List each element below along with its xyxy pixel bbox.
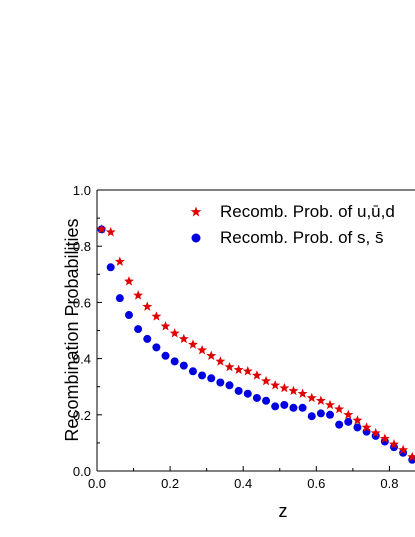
point-circle — [124, 311, 133, 320]
point-star — [352, 415, 363, 425]
point-star — [197, 344, 208, 355]
y-tick-label: 0.0 — [73, 464, 91, 479]
point-circle — [179, 361, 188, 370]
y-tick-label: 0.6 — [73, 295, 91, 310]
point-circle — [143, 334, 152, 343]
point-star — [133, 290, 144, 300]
point-star — [361, 422, 372, 432]
point-star — [334, 403, 345, 414]
point-star — [398, 444, 409, 455]
point-circle — [271, 402, 280, 411]
point-circle — [225, 381, 234, 390]
legend-circle-marker — [191, 233, 201, 243]
x-tick-label: 0.2 — [161, 476, 179, 491]
point-star — [343, 409, 354, 420]
point-star — [151, 311, 162, 321]
y-tick-label: 0.4 — [73, 352, 91, 367]
point-star — [224, 361, 235, 372]
point-star — [142, 301, 153, 311]
point-circle — [243, 389, 252, 398]
point-circle — [115, 294, 124, 303]
point-star — [206, 350, 217, 360]
point-star — [188, 339, 198, 349]
point-star — [124, 276, 134, 286]
point-circle — [152, 343, 161, 352]
point-star — [379, 433, 390, 443]
point-circle — [344, 417, 353, 426]
legend: Recomb. Prob. of u,ū,d Recomb. Prob. of s… — [190, 202, 395, 247]
point-circle — [335, 420, 344, 429]
point-circle — [289, 403, 298, 412]
y-tick-label: 0.2 — [73, 408, 91, 423]
point-circle — [198, 371, 207, 380]
x-tick-label: 0.8 — [380, 476, 398, 491]
x-axis-title: z — [279, 501, 288, 521]
point-star — [288, 385, 299, 396]
point-circle — [316, 409, 325, 418]
point-star — [96, 224, 107, 234]
point-circle — [234, 386, 243, 395]
point-circle — [298, 403, 307, 412]
point-circle — [353, 423, 362, 432]
point-star — [169, 328, 180, 338]
y-tick-label: 1.0 — [73, 183, 91, 198]
point-star — [306, 392, 317, 403]
point-star — [114, 256, 125, 266]
y-axis-title: Recombination Probabilities — [62, 218, 82, 441]
legend-label: Recomb. Prob. of u,ū,d — [220, 202, 395, 221]
point-star — [407, 451, 415, 462]
point-star — [251, 370, 262, 380]
point-circle — [188, 367, 197, 376]
point-star — [160, 321, 171, 331]
point-circle — [307, 412, 316, 421]
legend-label: Recomb. Prob. of s, s̄ — [220, 228, 383, 247]
point-star — [215, 356, 226, 366]
x-tick-label: 0.0 — [88, 476, 106, 491]
point-star — [270, 380, 281, 390]
point-star — [233, 364, 244, 375]
axes: 0.0 0.2 0.4 0.6 0.8 0.0 0.2 0.4 0.6 0.8 1.0 — [73, 183, 415, 491]
point-star — [279, 382, 290, 393]
point-star — [297, 388, 308, 398]
point-star — [315, 395, 326, 405]
point-circle — [216, 378, 225, 387]
point-circle — [280, 400, 289, 409]
point-circle — [106, 263, 115, 272]
point-star — [389, 439, 399, 449]
y-tick-label: 0.8 — [73, 239, 91, 254]
point-circle — [326, 410, 335, 419]
point-circle — [252, 393, 261, 402]
point-star — [178, 333, 189, 344]
point-star — [370, 427, 381, 438]
point-circle — [170, 357, 179, 366]
point-circle — [134, 325, 143, 334]
point-star — [242, 366, 253, 376]
point-star — [325, 399, 335, 410]
point-circle — [262, 396, 271, 405]
point-circle — [161, 351, 170, 360]
point-circle — [207, 374, 216, 383]
data-points — [96, 224, 415, 464]
x-tick-label: 0.4 — [234, 476, 252, 491]
point-star — [261, 375, 271, 386]
legend-star-marker — [190, 206, 202, 217]
x-tick-label: 0.6 — [307, 476, 325, 491]
point-star — [105, 226, 116, 237]
